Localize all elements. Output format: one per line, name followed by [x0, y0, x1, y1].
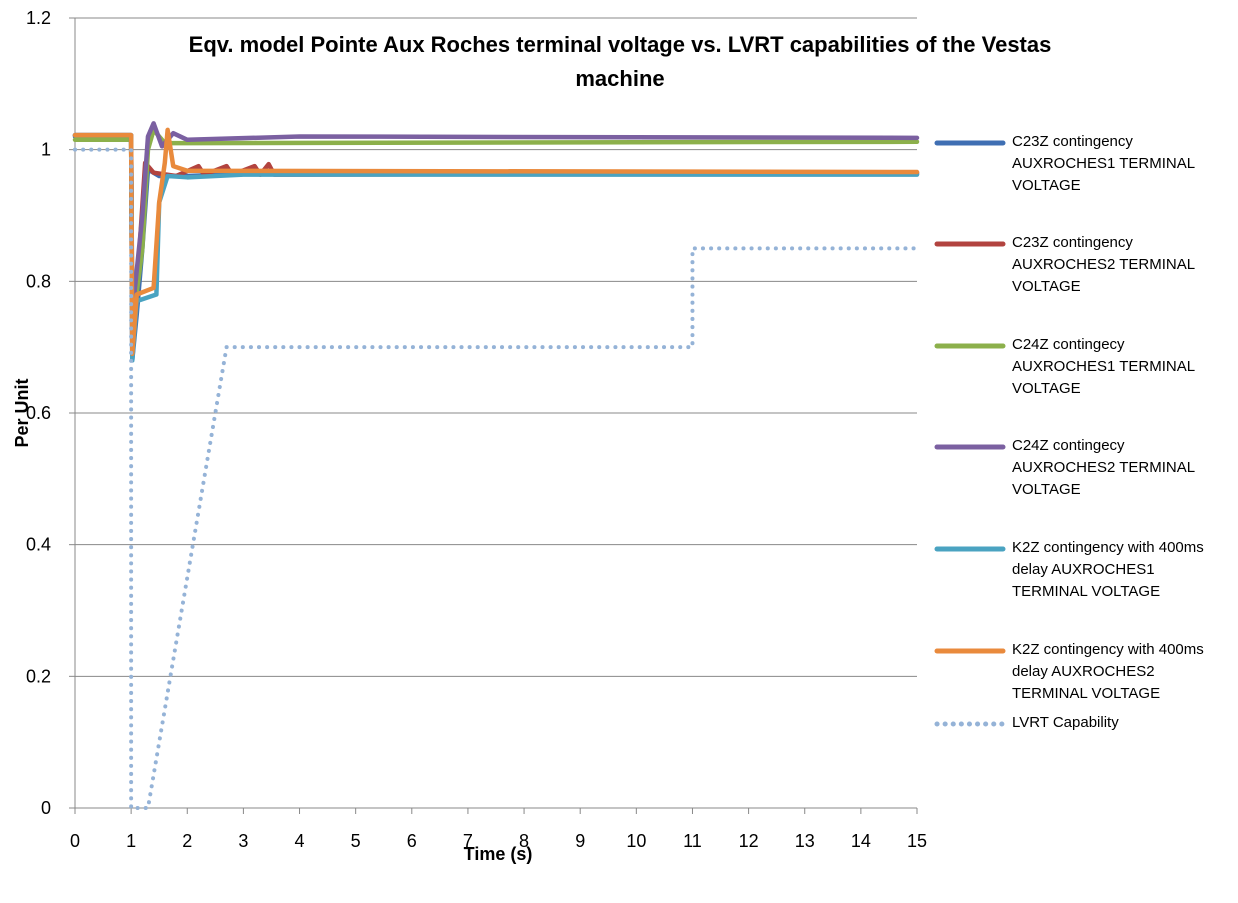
x-tick-label: 12: [739, 831, 759, 851]
legend-label: K2Z contingency with 400ms delay AUXROCH…: [1012, 539, 1204, 600]
legend-label: C24Z contingecy AUXROCHES1 TERMINAL VOLT…: [1012, 336, 1195, 397]
legend-label: C24Z contingecy AUXROCHES2 TERMINAL VOLT…: [1012, 437, 1195, 498]
series-line: [73, 147, 919, 810]
y-axis-label: Per Unit: [12, 378, 32, 447]
x-tick-label: 8: [519, 831, 529, 851]
x-tick-label: 13: [795, 831, 815, 851]
y-tick-label: 0.8: [26, 271, 51, 291]
x-tick-label: 15: [907, 831, 927, 851]
series-line: [72, 121, 920, 317]
x-axis-label: Time (s): [464, 844, 533, 864]
legend-label: C23Z contingency AUXROCHES1 TERMINAL VOL…: [1012, 133, 1195, 194]
x-tick-label: 14: [851, 831, 871, 851]
legend-label: LVRT Capability: [1012, 714, 1119, 731]
x-tick-label: 5: [351, 831, 361, 851]
legend-label: K2Z contingency with 400ms delay AUXROCH…: [1012, 641, 1204, 702]
x-tick-label: 4: [295, 831, 305, 851]
x-tick-label: 2: [182, 831, 192, 851]
x-tick-label: 6: [407, 831, 417, 851]
y-tick-label: 0.2: [26, 666, 51, 686]
legend-label: C23Z contingency AUXROCHES2 TERMINAL VOL…: [1012, 234, 1195, 295]
series-line: [72, 127, 920, 330]
series-line: [72, 132, 920, 350]
y-tick-label: 0.4: [26, 535, 51, 555]
series-line: [72, 127, 920, 356]
x-tick-label: 1: [126, 831, 136, 851]
x-tick-label: 11: [683, 831, 702, 851]
x-tick-label: 7: [463, 831, 473, 851]
y-tick-label: 1.2: [26, 8, 51, 28]
x-tick-label: 10: [626, 831, 646, 851]
x-tick-label: 3: [238, 831, 248, 851]
y-tick-label: 1: [41, 140, 51, 160]
chart-title: Eqv. model Pointe Aux Roches terminal vo…: [188, 32, 1052, 91]
x-tick-label: 0: [70, 831, 80, 851]
x-tick-label: 9: [575, 831, 585, 851]
y-tick-label: 0.6: [26, 403, 51, 423]
y-tick-label: 0: [41, 798, 51, 818]
